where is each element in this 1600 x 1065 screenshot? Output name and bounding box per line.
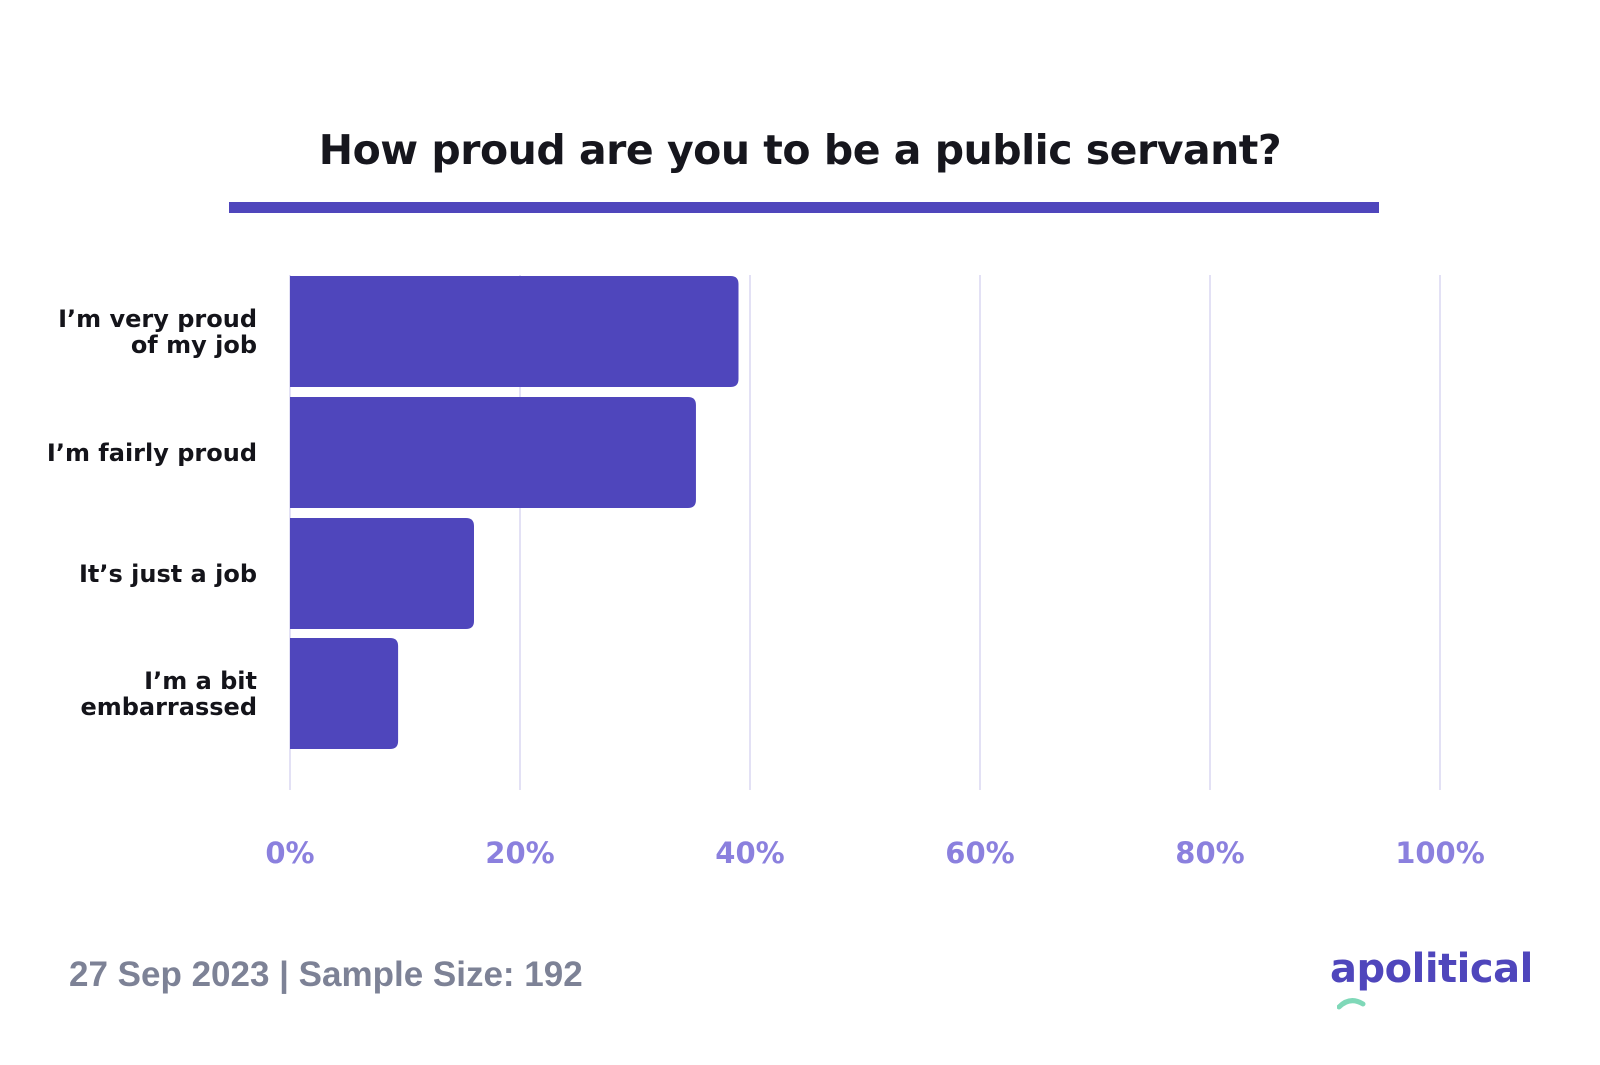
x-tick-label-0: 0% xyxy=(265,836,315,870)
bar-1 xyxy=(290,397,696,508)
logo-swoosh-icon xyxy=(1337,998,1366,1010)
category-label-1: I’m fairly proud xyxy=(46,438,257,467)
x-tick-label-4: 80% xyxy=(1175,836,1245,870)
apolitical-logo: apolitical xyxy=(1330,946,1545,1012)
footer-date-sample-size: 27 Sep 2023 | Sample Size: 192 xyxy=(69,955,583,994)
logo-wordmark: apolitical xyxy=(1330,946,1533,992)
chart-title: How proud are you to be a public servant… xyxy=(318,126,1282,174)
x-tick-label-5: 100% xyxy=(1395,836,1485,870)
bars xyxy=(290,276,739,749)
bar-2 xyxy=(290,518,474,629)
category-label-0: I’m very proud of my job xyxy=(58,304,257,359)
title-underline xyxy=(229,202,1379,213)
x-tick-label-3: 60% xyxy=(945,836,1015,870)
category-label-2: It’s just a job xyxy=(78,559,257,588)
x-tick-label-2: 40% xyxy=(715,836,785,870)
bar-3 xyxy=(290,638,399,749)
category-label-3: I’m a bit embarrassed xyxy=(80,666,257,721)
x-tick-label-1: 20% xyxy=(485,836,555,870)
bar-0 xyxy=(290,276,739,387)
